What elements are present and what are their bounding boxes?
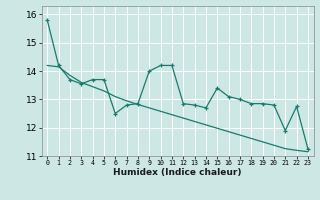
X-axis label: Humidex (Indice chaleur): Humidex (Indice chaleur) <box>113 168 242 177</box>
